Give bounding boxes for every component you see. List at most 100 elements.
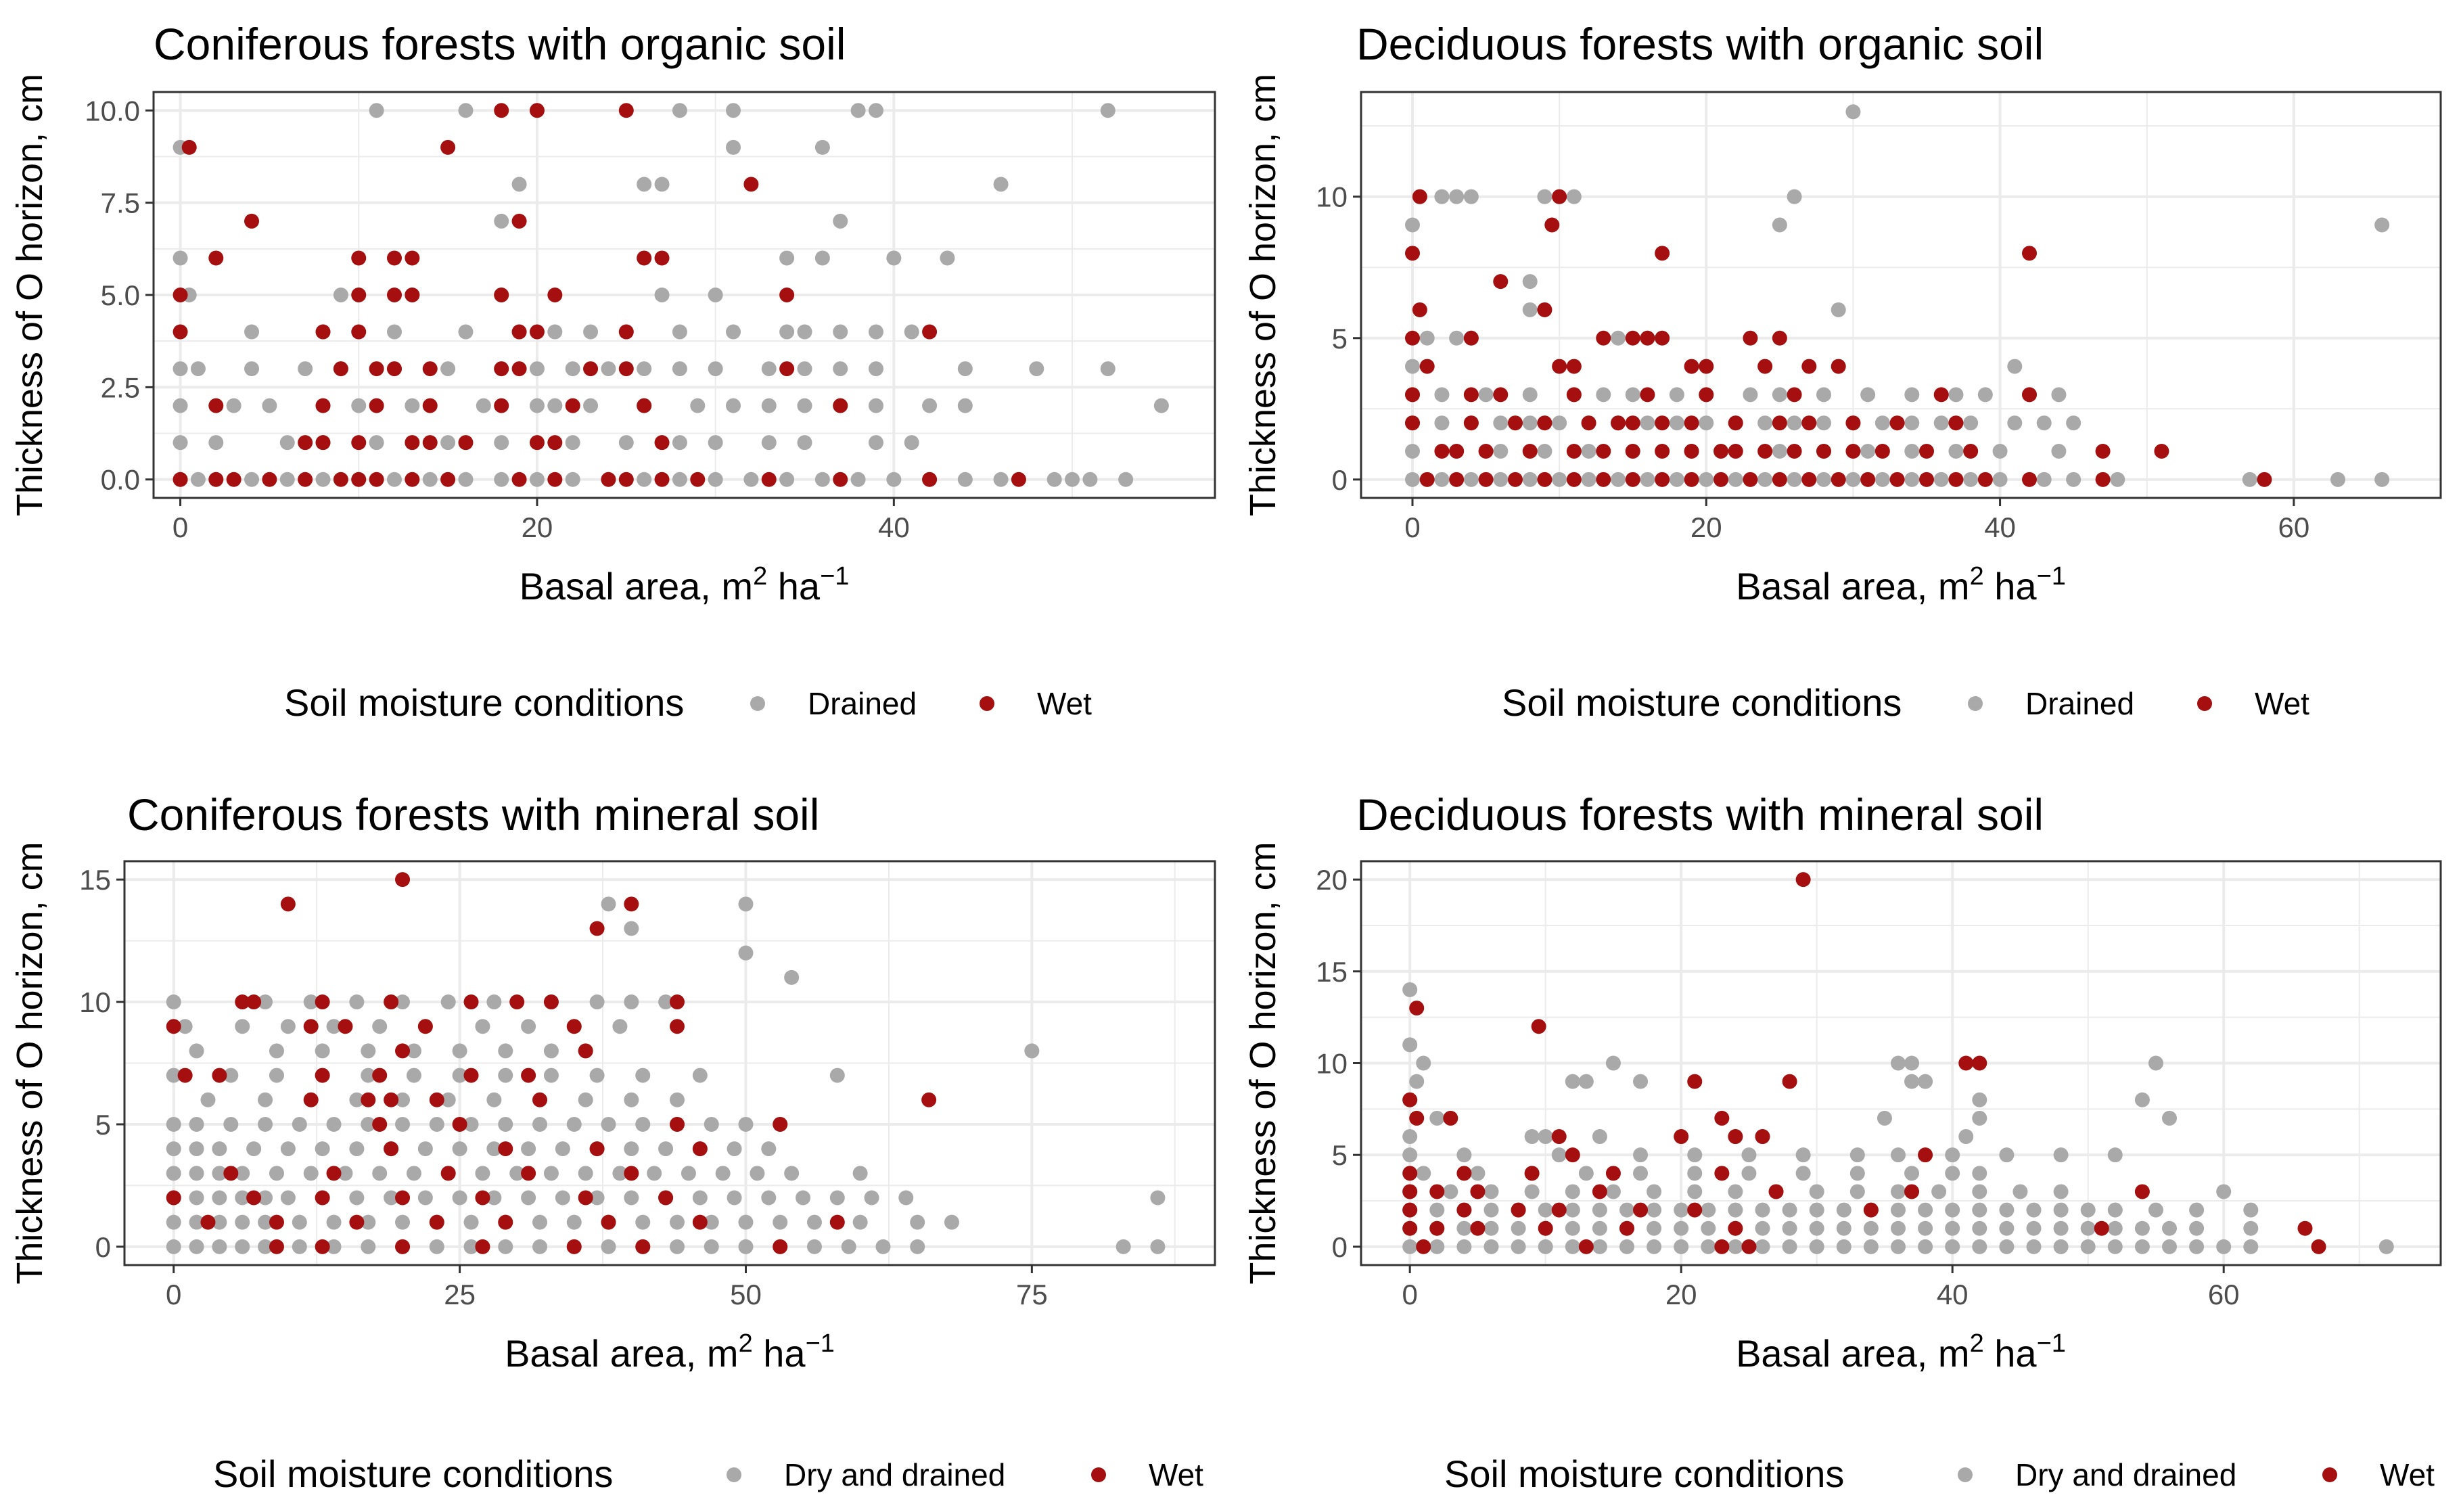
legend-title: Soil moisture conditions — [213, 1452, 613, 1495]
point-dry-and-drained — [338, 1166, 353, 1181]
point-dry-and-drained — [1674, 1220, 1689, 1236]
point-dry-and-drained — [2243, 1239, 2259, 1254]
point-drained — [726, 139, 741, 155]
point-dry-and-drained — [612, 1166, 628, 1181]
point-dry-and-drained — [395, 1214, 411, 1230]
point-drained — [190, 361, 206, 377]
point-drained — [886, 250, 902, 266]
point-dry-and-drained — [1945, 1202, 1960, 1218]
x-axis-label-superscript: 2 — [1970, 562, 1984, 591]
point-wet — [1402, 1166, 1418, 1181]
x-axis-label-superscript: 2 — [753, 562, 767, 591]
point-dry-and-drained — [440, 1092, 456, 1107]
point-drained — [1046, 472, 1062, 487]
point-wet — [1405, 246, 1420, 261]
point-wet — [1011, 472, 1026, 487]
point-wet — [2022, 387, 2037, 403]
point-wet — [315, 324, 331, 340]
point-wet — [208, 398, 224, 413]
point-dry-and-drained — [1972, 1184, 1987, 1199]
point-dry-and-drained — [1633, 1074, 1649, 1089]
point-drained — [172, 398, 188, 413]
point-drained — [2330, 472, 2345, 487]
point-wet — [511, 213, 527, 229]
point-dry-and-drained — [372, 1019, 388, 1034]
point-dry-and-drained — [1402, 1129, 1418, 1145]
point-dry-and-drained — [1972, 1110, 1987, 1126]
point-wet — [618, 472, 634, 487]
x-axis-label: Basal area, m2 ha−1 — [1736, 562, 2066, 608]
point-dry-and-drained — [1565, 1202, 1580, 1218]
point-dry-and-drained — [212, 1214, 227, 1230]
point-dry-and-drained — [463, 1214, 479, 1230]
point-wet — [1566, 387, 1582, 403]
legend-label: Wet — [1037, 686, 1092, 721]
legend-key-drained — [1968, 696, 1983, 711]
point-wet — [172, 288, 188, 302]
point-wet — [1714, 1239, 1730, 1254]
point-dry-and-drained — [189, 1166, 204, 1181]
point-drained — [708, 361, 723, 377]
point-drained — [1669, 415, 1684, 431]
point-dry-and-drained — [658, 994, 674, 1010]
point-dry-and-drained — [452, 1141, 467, 1157]
point-dry-and-drained — [852, 1166, 868, 1181]
point-wet — [547, 288, 563, 302]
point-dry-and-drained — [2053, 1239, 2069, 1254]
point-dry-and-drained — [1890, 1055, 1906, 1071]
point-drained — [1522, 302, 1538, 317]
point-dry-and-drained — [1674, 1202, 1689, 1218]
point-drained — [779, 324, 795, 340]
point-wet — [384, 994, 399, 1010]
point-dry-and-drained — [1484, 1202, 1499, 1218]
point-dry-and-drained — [806, 1214, 822, 1230]
legend-key-wet — [980, 696, 994, 711]
point-dry-and-drained — [1863, 1239, 1879, 1254]
point-wet — [395, 1043, 411, 1059]
point-wet — [2095, 472, 2111, 487]
point-wet — [351, 324, 367, 340]
point-wet — [690, 472, 706, 487]
point-dry-and-drained — [1402, 1239, 1418, 1254]
point-dry-and-drained — [1429, 1202, 1445, 1218]
point-drained — [511, 177, 527, 192]
point-wet — [1948, 472, 1964, 487]
point-dry-and-drained — [1945, 1166, 1960, 1181]
x-tick-label: 40 — [878, 511, 910, 543]
point-drained — [1493, 415, 1509, 431]
point-dry-and-drained — [463, 1116, 479, 1132]
point-drained — [601, 361, 616, 377]
point-drained — [565, 435, 580, 451]
point-drained — [761, 361, 777, 377]
point-wet — [422, 435, 438, 451]
point-wet — [1889, 415, 1905, 431]
point-dry-and-drained — [303, 994, 319, 1010]
point-dry-and-drained — [486, 1190, 502, 1206]
point-wet — [384, 1092, 399, 1107]
point-drained — [672, 103, 687, 118]
point-drained — [1933, 472, 1949, 487]
point-drained — [708, 472, 723, 487]
point-wet — [1699, 387, 1714, 403]
point-wet — [1625, 330, 1640, 346]
point-wet — [578, 1043, 593, 1059]
point-drained — [1100, 361, 1116, 377]
point-drained — [708, 288, 723, 302]
point-dry-and-drained — [738, 1214, 754, 1230]
point-dry-and-drained — [498, 1068, 513, 1083]
x-axis-label-part: ha — [753, 1332, 806, 1375]
y-tick-label: 2.5 — [101, 371, 140, 403]
point-wet — [1625, 444, 1640, 459]
point-wet — [315, 435, 331, 451]
point-dry-and-drained — [326, 1019, 342, 1034]
point-dry-and-drained — [704, 1239, 719, 1254]
point-dry-and-drained — [212, 1166, 227, 1181]
point-drained — [672, 472, 687, 487]
point-dry-and-drained — [898, 1190, 914, 1206]
point-dry-and-drained — [166, 1239, 181, 1254]
point-wet — [458, 435, 474, 451]
point-wet — [303, 1092, 319, 1107]
point-drained — [1434, 387, 1450, 403]
point-dry-and-drained — [1687, 1166, 1703, 1181]
point-wet — [1714, 1110, 1730, 1126]
